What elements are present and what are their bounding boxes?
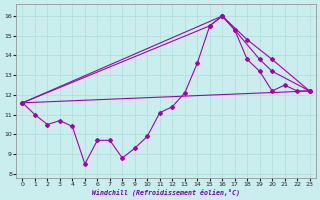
X-axis label: Windchill (Refroidissement éolien,°C): Windchill (Refroidissement éolien,°C) <box>92 188 240 196</box>
